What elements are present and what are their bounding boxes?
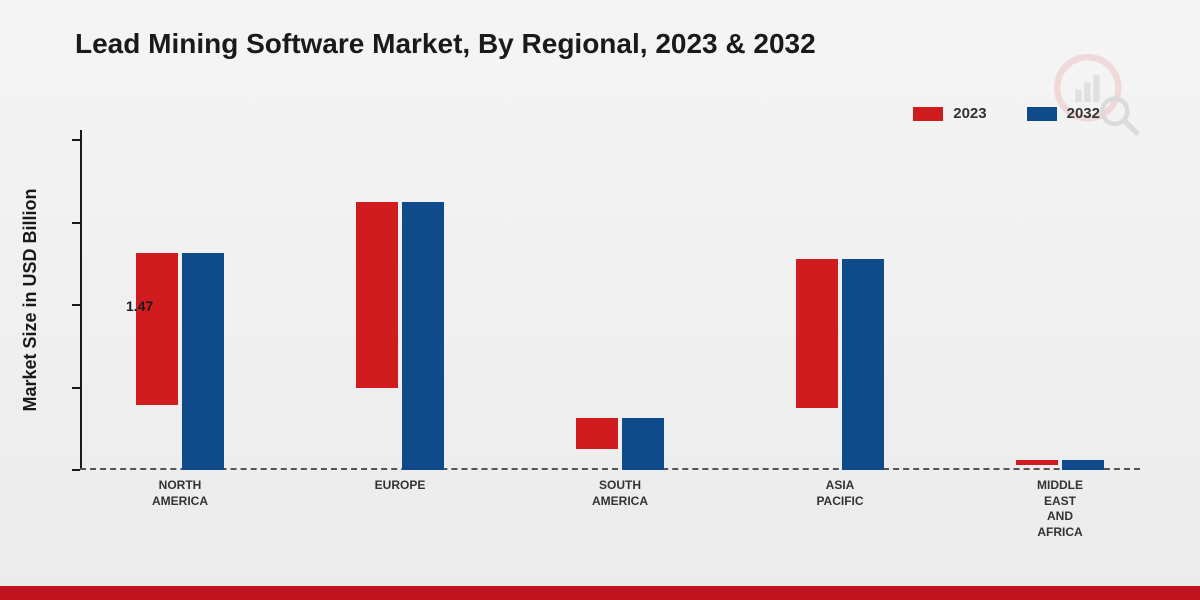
y-axis-line	[80, 130, 82, 470]
category-label: EUROPE	[340, 478, 460, 494]
bar-2032	[182, 253, 224, 470]
bar-group	[560, 418, 680, 470]
legend-swatch-2032	[1027, 107, 1057, 121]
y-tick	[72, 387, 80, 389]
bar-2032	[622, 418, 664, 470]
y-tick	[72, 469, 80, 471]
bar-group	[780, 259, 900, 470]
bar-2023	[1016, 460, 1058, 465]
bar-2023	[576, 418, 618, 449]
category-label: SOUTH AMERICA	[560, 478, 680, 509]
bar-2032	[842, 259, 884, 470]
bar-2023	[136, 253, 178, 405]
bar-2023	[356, 202, 398, 388]
y-tick	[72, 304, 80, 306]
legend-item-2023: 2023	[913, 105, 986, 122]
bar-value-label: 1.47	[126, 298, 153, 314]
plot-area: 1.47	[80, 140, 1140, 470]
bar-group	[1000, 460, 1120, 470]
y-tick	[72, 139, 80, 141]
legend-item-2032: 2032	[1027, 105, 1100, 122]
legend-swatch-2023	[913, 107, 943, 121]
category-label: ASIA PACIFIC	[780, 478, 900, 509]
bar-2032	[1062, 460, 1104, 470]
legend-label-2023: 2023	[953, 105, 986, 122]
legend: 2023 2032	[913, 105, 1100, 122]
brand-watermark	[1050, 50, 1140, 140]
y-tick	[72, 222, 80, 224]
footer-accent-bar	[0, 586, 1200, 600]
y-axis-label: Market Size in USD Billion	[20, 188, 41, 411]
legend-label-2032: 2032	[1067, 105, 1100, 122]
category-label: MIDDLE EAST AND AFRICA	[1000, 478, 1120, 540]
bar-group	[120, 253, 240, 470]
chart-title: Lead Mining Software Market, By Regional…	[75, 28, 816, 60]
bar-2023	[796, 259, 838, 409]
category-label: NORTH AMERICA	[120, 478, 240, 509]
bar-group	[340, 202, 460, 470]
bar-2032	[402, 202, 444, 470]
